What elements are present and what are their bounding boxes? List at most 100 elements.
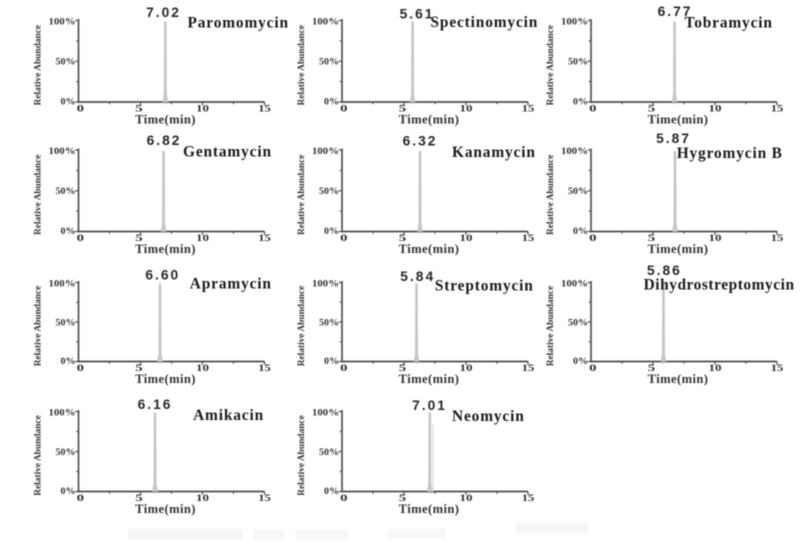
svg-text:15: 15 xyxy=(258,233,271,244)
svg-text:Relative Abundance: Relative Abundance xyxy=(297,286,307,366)
svg-text:0%: 0% xyxy=(324,96,339,107)
svg-text:Time(min): Time(min) xyxy=(648,242,709,256)
svg-text:6.77: 6.77 xyxy=(658,4,693,19)
svg-text:5: 5 xyxy=(399,493,407,504)
svg-text:50%: 50% xyxy=(56,447,76,458)
svg-text:15: 15 xyxy=(258,104,271,115)
svg-text:6.82: 6.82 xyxy=(147,133,182,148)
svg-text:50%: 50% xyxy=(56,186,76,197)
svg-text:15: 15 xyxy=(771,363,784,374)
svg-text:Relative Abundance: Relative Abundance xyxy=(546,155,556,235)
svg-text:50%: 50% xyxy=(319,317,339,328)
svg-text:10: 10 xyxy=(196,493,209,504)
svg-text:0%: 0% xyxy=(573,356,588,367)
svg-text:0%: 0% xyxy=(61,226,76,237)
svg-text:Relative Abundance: Relative Abundance xyxy=(34,286,44,366)
svg-text:Time(min): Time(min) xyxy=(135,242,196,256)
svg-text:100%: 100% xyxy=(312,146,339,157)
svg-text:0%: 0% xyxy=(573,226,588,237)
svg-text:100%: 100% xyxy=(49,146,76,157)
svg-text:0%: 0% xyxy=(61,96,76,107)
svg-text:10: 10 xyxy=(460,493,473,504)
svg-text:50%: 50% xyxy=(56,57,76,68)
svg-text:Time(min): Time(min) xyxy=(399,242,460,256)
svg-text:0%: 0% xyxy=(324,486,339,497)
svg-text:5: 5 xyxy=(648,233,656,244)
svg-text:5: 5 xyxy=(399,233,407,244)
svg-text:Time(min): Time(min) xyxy=(135,113,196,127)
svg-text:5.61: 5.61 xyxy=(400,7,435,22)
svg-text:0: 0 xyxy=(589,363,597,374)
svg-text:100%: 100% xyxy=(312,279,339,290)
svg-text:Time(min): Time(min) xyxy=(135,372,196,386)
svg-text:100%: 100% xyxy=(312,408,339,419)
svg-text:0: 0 xyxy=(340,363,348,374)
svg-text:Relative Abundance: Relative Abundance xyxy=(546,286,556,366)
svg-text:15: 15 xyxy=(522,493,535,504)
svg-text:50%: 50% xyxy=(568,57,588,68)
svg-text:Relative Abundance: Relative Abundance xyxy=(297,155,307,235)
svg-text:5: 5 xyxy=(135,493,143,504)
svg-text:Tobramycin: Tobramycin xyxy=(685,15,773,32)
svg-text:0%: 0% xyxy=(573,96,588,107)
svg-text:10: 10 xyxy=(196,233,209,244)
svg-text:5: 5 xyxy=(399,104,407,115)
svg-text:0: 0 xyxy=(340,493,348,504)
svg-text:0%: 0% xyxy=(61,486,76,497)
svg-text:5.86: 5.86 xyxy=(647,263,682,278)
svg-text:Amikacin: Amikacin xyxy=(193,407,264,424)
svg-text:10: 10 xyxy=(460,104,473,115)
svg-text:Relative Abundance: Relative Abundance xyxy=(34,25,44,105)
svg-text:6.16: 6.16 xyxy=(138,397,173,412)
svg-text:Time(min): Time(min) xyxy=(648,372,709,386)
svg-text:5: 5 xyxy=(399,363,407,374)
svg-text:0: 0 xyxy=(589,233,597,244)
svg-text:50%: 50% xyxy=(319,57,339,68)
svg-text:Apramycin: Apramycin xyxy=(190,275,272,292)
svg-text:Time(min): Time(min) xyxy=(399,372,460,386)
svg-text:0%: 0% xyxy=(324,226,339,237)
svg-text:50%: 50% xyxy=(568,186,588,197)
svg-text:10: 10 xyxy=(709,233,722,244)
svg-text:0: 0 xyxy=(77,104,85,115)
svg-text:0: 0 xyxy=(77,233,85,244)
svg-text:50%: 50% xyxy=(319,447,339,458)
svg-text:Relative Abundance: Relative Abundance xyxy=(297,25,307,105)
svg-text:15: 15 xyxy=(522,104,535,115)
svg-text:Dihydrostreptomycin: Dihydrostreptomycin xyxy=(644,277,795,294)
svg-text:0: 0 xyxy=(589,104,597,115)
svg-text:10: 10 xyxy=(709,363,722,374)
svg-text:7.02: 7.02 xyxy=(146,5,181,20)
svg-text:50%: 50% xyxy=(56,317,76,328)
svg-text:Time(min): Time(min) xyxy=(135,502,196,516)
svg-text:0: 0 xyxy=(340,104,348,115)
svg-text:5: 5 xyxy=(135,104,143,115)
svg-text:5: 5 xyxy=(648,363,656,374)
svg-text:Relative Abundance: Relative Abundance xyxy=(297,415,307,495)
svg-text:0%: 0% xyxy=(61,356,76,367)
svg-text:100%: 100% xyxy=(561,17,588,28)
svg-text:0%: 0% xyxy=(324,356,339,367)
svg-text:7.01: 7.01 xyxy=(412,398,447,413)
svg-text:50%: 50% xyxy=(319,186,339,197)
svg-text:5.87: 5.87 xyxy=(656,131,691,146)
svg-text:100%: 100% xyxy=(561,279,588,290)
svg-text:6.32: 6.32 xyxy=(403,134,438,149)
svg-text:100%: 100% xyxy=(49,17,76,28)
svg-text:100%: 100% xyxy=(49,408,76,419)
svg-text:0: 0 xyxy=(77,493,85,504)
svg-text:5: 5 xyxy=(135,363,143,374)
svg-text:Gentamycin: Gentamycin xyxy=(183,144,272,161)
svg-text:Spectinomycin: Spectinomycin xyxy=(431,14,539,31)
svg-text:10: 10 xyxy=(460,233,473,244)
svg-text:50%: 50% xyxy=(568,317,588,328)
svg-text:15: 15 xyxy=(258,363,271,374)
svg-text:Time(min): Time(min) xyxy=(648,113,709,127)
svg-text:10: 10 xyxy=(709,104,722,115)
svg-text:6.60: 6.60 xyxy=(145,267,180,282)
svg-text:Relative Abundance: Relative Abundance xyxy=(546,25,556,105)
svg-text:0: 0 xyxy=(77,363,85,374)
svg-text:Time(min): Time(min) xyxy=(399,113,460,127)
svg-text:Relative Abundance: Relative Abundance xyxy=(34,415,44,495)
svg-text:15: 15 xyxy=(258,493,271,504)
